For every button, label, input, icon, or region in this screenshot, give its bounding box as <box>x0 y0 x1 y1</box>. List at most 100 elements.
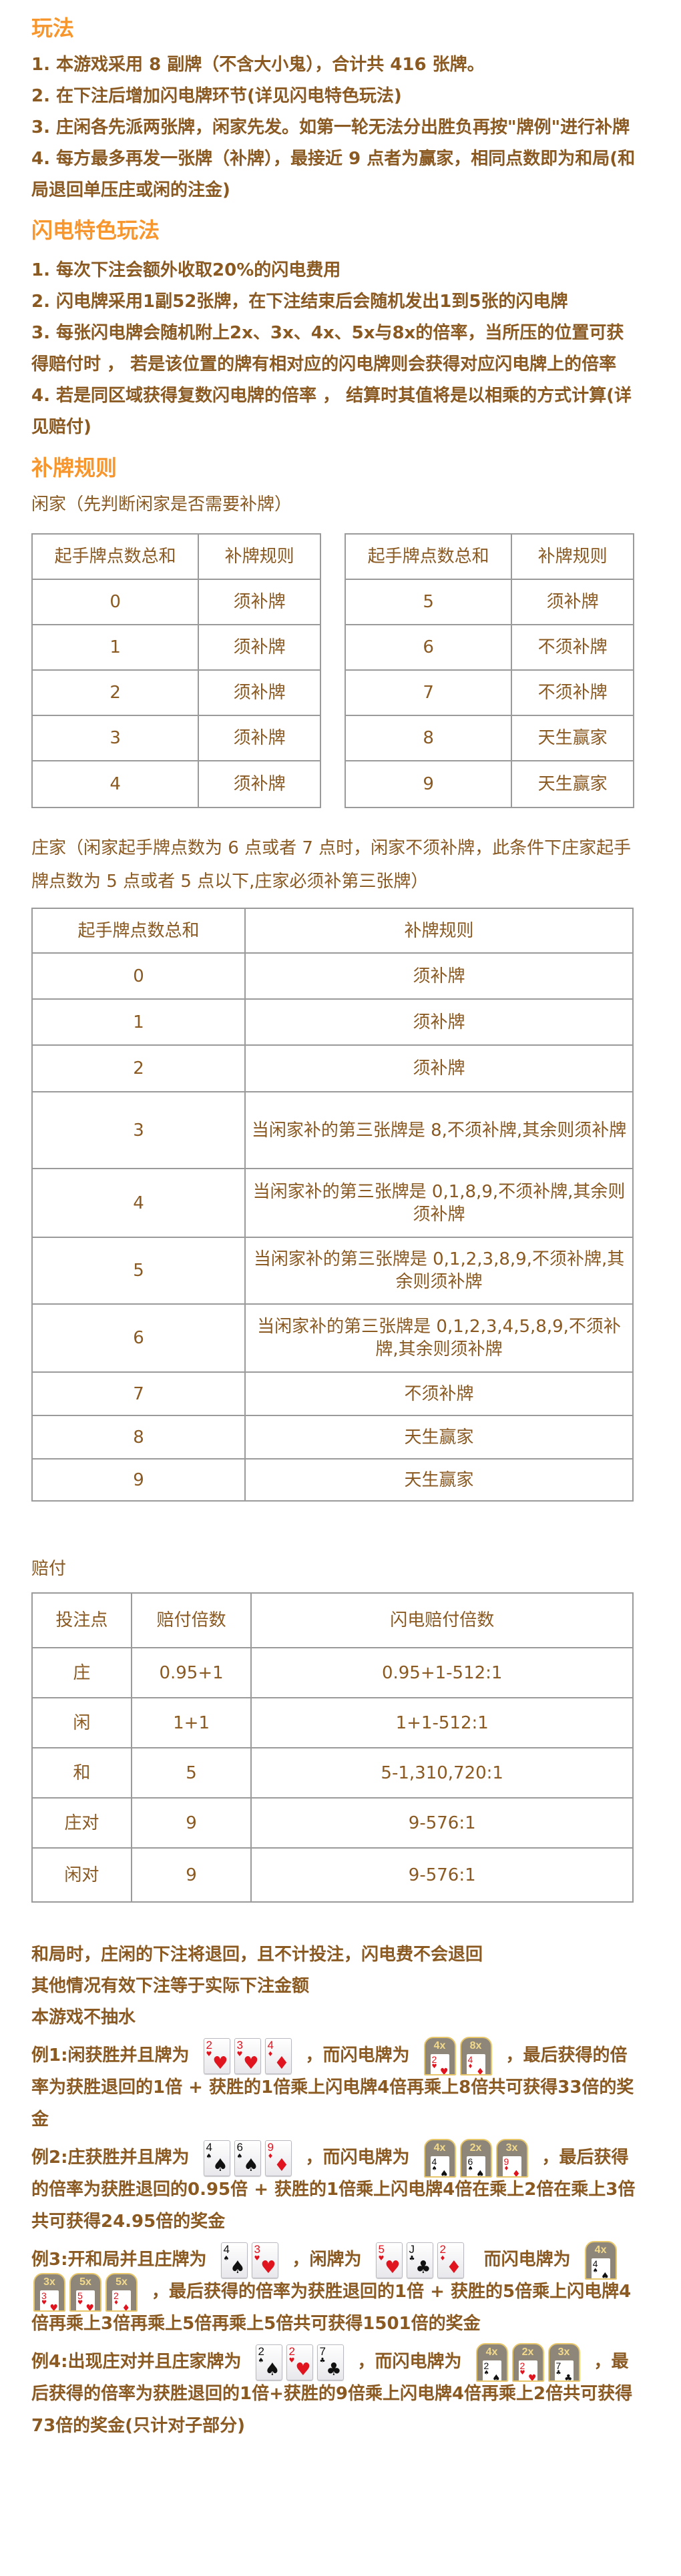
player-draw-tables: 起手牌点数总和 补牌规则 0 须补牌 1 须补牌 2 须补牌 3 须补牌 4 须补牌 起手牌点数总和 补牌… <box>31 533 639 808</box>
table-cell: 和 <box>31 1747 132 1799</box>
table-cell: 9-576:1 <box>250 1847 634 1903</box>
example-paragraph: 例4:出现庄对并且庄家牌为 2 ♠ ♠ 2 ♥ ♥ 7 ♣ ♣ ，而闪电牌为 4x 2 ♠ ♠ 2x 2 ♥ ♥ 3x… <box>31 2342 639 2442</box>
playing-card: 2 ♠ ♠ <box>255 2344 282 2380</box>
table-cell: 7 <box>31 1371 246 1416</box>
table-row: 0 须补牌 <box>31 579 321 625</box>
table-cell: 0.95+1-512:1 <box>250 1647 634 1698</box>
table-row: 2 须补牌 <box>31 1044 634 1092</box>
table-cell: 庄 <box>31 1647 132 1698</box>
card-suit-icon: ♠ <box>236 2152 243 2160</box>
card-rank: 3 <box>254 2242 260 2256</box>
table-cell: 不须补牌 <box>244 1371 634 1416</box>
card-suit-icon: ♥ <box>378 2254 385 2262</box>
card-suit-icon: ♥ <box>41 2299 47 2306</box>
table-row: 3 须补牌 <box>31 715 321 761</box>
card-suit-icon: ♠ <box>439 2168 449 2178</box>
table-cell: 须补牌 <box>198 715 321 761</box>
card-suit-icon: ♥ <box>77 2299 83 2306</box>
multiplier-label: 4x <box>433 2142 446 2154</box>
table-row: 1 须补牌 <box>31 624 321 671</box>
multiplier-label: 2x <box>521 2346 534 2358</box>
table-cell: 2 <box>31 1044 246 1092</box>
lightning-card: 2x 6 ♠ ♠ <box>459 2138 492 2178</box>
lightning-card: 3x 9 ♦ ♦ <box>495 2138 528 2178</box>
lightning-rule-item: 2. 闪电牌采用1副52张牌，在下注结束后会随机发出1到5张的闪电牌 <box>31 292 568 312</box>
table-row: 7 不须补牌 <box>31 1371 634 1416</box>
table-cell: 4 <box>31 1168 246 1238</box>
table-cell: 7 <box>344 669 513 716</box>
table-cell: 2 <box>31 669 200 716</box>
lightning-card: 8x 4 ♦ ♦ <box>459 2036 492 2075</box>
table-cell: 0 <box>31 579 200 625</box>
lightning-rule-item: 4. 若是同区域获得复数闪电牌的倍率 ， 结算时其值将是以相乘的方式计算(详见赔… <box>31 386 632 437</box>
table-header-row: 起手牌点数总和 补牌规则 <box>31 533 321 580</box>
card-suit-icon: ♥ <box>519 2369 525 2376</box>
payout-label: 赔付 <box>31 1559 67 1579</box>
mini-card: 4 ♠ ♠ <box>430 2156 449 2178</box>
example-text: ，闲牌为 <box>292 2250 362 2270</box>
lightning-card: 5x 5 ♥ ♥ <box>69 2272 101 2312</box>
table-cell: 8 <box>31 1415 246 1460</box>
note-line: 和局时，庄闲的下注将退回，且不计投注，闪电费不会退回 <box>31 1945 483 1965</box>
table-cell: 天生赢家 <box>244 1458 634 1502</box>
table-cell: 须补牌 <box>198 760 321 808</box>
card-rank: 4 <box>431 2156 437 2167</box>
card-suit-icon: ♦ <box>122 2302 130 2312</box>
table-header-row: 投注点 赔付倍数 闪电赔付倍数 <box>31 1592 634 1648</box>
lightning-rule-item: 1. 每次下注会额外收取20%的闪电费用 <box>31 260 341 280</box>
table-cell: 1 <box>31 998 246 1046</box>
playing-card: 3 ♥ ♥ <box>234 2037 261 2074</box>
card-rank: 2 <box>439 2242 446 2256</box>
playing-card: 9 ♦ ♦ <box>264 2140 292 2176</box>
table-cell: 须补牌 <box>244 1044 634 1092</box>
card-rank: 3 <box>236 2038 243 2051</box>
example-paragraph: 例1:闲获胜并且牌为 2 ♥ ♥ 3 ♥ ♥ 4 ♦ ♦ ，而闪电牌为 4x 2 ♥ ♥ 8x 4 ♦ ♦ ，最后获得… <box>31 2036 639 2136</box>
card-rank: 2 <box>483 2360 489 2371</box>
multiplier-label: 4x <box>594 2244 607 2256</box>
card-suit-icon: ♦ <box>446 2257 462 2278</box>
example-text: 例1:闲获胜并且牌为 <box>31 2045 190 2065</box>
table-cell: 3 <box>31 715 200 761</box>
section-heading-rules: 玩法 <box>31 15 75 41</box>
multiplier-label: 5x <box>116 2276 128 2288</box>
card-suit-icon: ♣ <box>415 2257 431 2278</box>
table-cell: 天生赢家 <box>511 760 634 808</box>
lightning-card: 5x 2 ♦ ♦ <box>105 2272 138 2312</box>
column-header: 补牌规则 <box>198 533 321 580</box>
column-header: 起手牌点数总和 <box>344 533 513 580</box>
card-suit-icon: ♥ <box>527 2372 537 2382</box>
card-suit-icon: ♠ <box>592 2267 598 2274</box>
table-cell: 当闲家补的第三张牌是 0,1,2,3,8,9,不须补牌,其余则须补牌 <box>244 1237 634 1305</box>
table-cell: 4 <box>31 760 200 808</box>
rule-item: 4. 每方最多再发一张牌（补牌），最接近 9 点者为赢家，相同点数即为和局(和局… <box>31 149 636 200</box>
playing-card: 2 ♥ ♥ <box>203 2037 230 2074</box>
card-suit-icon: ♠ <box>483 2369 489 2376</box>
table-cell: 须补牌 <box>198 669 321 716</box>
card-rank: 5 <box>378 2242 385 2256</box>
card-suit-icon: ♦ <box>274 2155 290 2176</box>
card-suit-icon: ♦ <box>114 2299 120 2306</box>
card-suit-icon: ♥ <box>439 2066 449 2075</box>
table-cell: 须补牌 <box>198 579 321 625</box>
card-suit-icon: ♦ <box>439 2254 446 2262</box>
card-suit-icon: ♦ <box>511 2168 521 2178</box>
card-suit-icon: ♦ <box>503 2165 509 2172</box>
column-header: 闪电赔付倍数 <box>250 1592 634 1648</box>
payout-table: 投注点 赔付倍数 闪电赔付倍数庄 0.95+1 0.95+1-512:1 闲 1+1 1+1-… <box>31 1592 634 1903</box>
card-rank: 2 <box>258 2344 264 2358</box>
playing-card: 4 ♠ ♠ <box>203 2140 230 2176</box>
table-row: 2 须补牌 <box>31 669 321 716</box>
multiplier-label: 2x <box>469 2142 482 2154</box>
rule-item: 2. 在下注后增加闪电牌环节(详见闪电特色玩法) <box>31 86 402 106</box>
card-rank: 2 <box>206 2038 212 2051</box>
card-suit-icon: ♦ <box>267 2050 274 2058</box>
card-suit-icon: ♠ <box>243 2155 259 2176</box>
table-row: 5 当闲家补的第三张牌是 0,1,2,3,8,9,不须补牌,其余则须补牌 <box>31 1237 634 1305</box>
card-suit-icon: ♥ <box>243 2053 259 2073</box>
table-row: 9 天生赢家 <box>344 760 634 808</box>
example-text: 而闪电牌为 <box>477 2250 571 2270</box>
table-row: 4 当闲家补的第三张牌是 0,1,8,9,不须补牌,其余则须补牌 <box>31 1168 634 1238</box>
table-row: 1 须补牌 <box>31 998 634 1046</box>
table-cell: 须补牌 <box>198 624 321 671</box>
table-cell: 须补牌 <box>244 952 634 1000</box>
